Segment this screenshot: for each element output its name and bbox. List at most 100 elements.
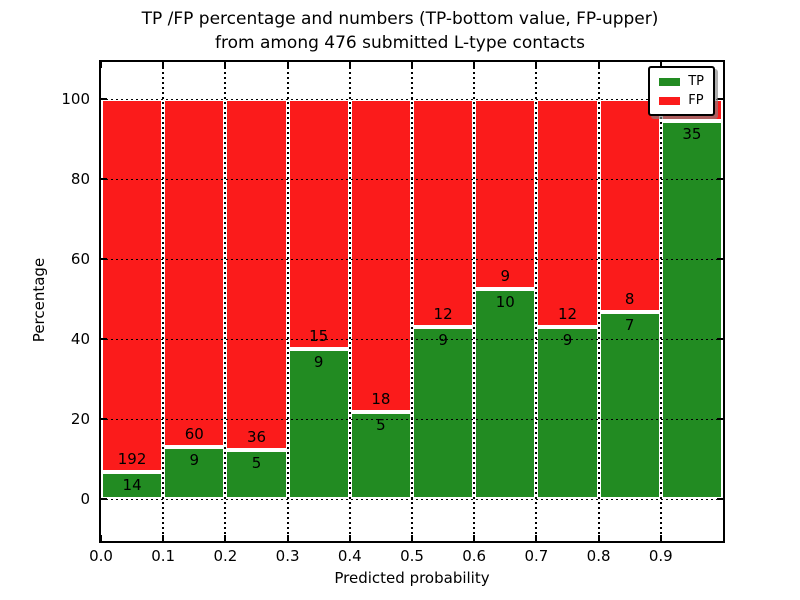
bar-segment-tp — [474, 288, 537, 499]
x-tick-label: 0.9 — [648, 547, 673, 565]
bar-segment-fp — [474, 99, 537, 289]
bar-segment-fp — [536, 99, 599, 328]
legend-item-tp: TP — [659, 75, 704, 88]
x-tick-label: 0.3 — [275, 547, 300, 565]
y-tick-label: 100 — [61, 90, 90, 108]
x-tick — [535, 535, 538, 541]
v-gridline — [535, 62, 538, 541]
bar-count-label-tp: 10 — [495, 292, 515, 311]
bar-segment-fp — [349, 99, 412, 413]
bar-segment-tp — [287, 349, 350, 499]
x-axis-title: Predicted probability — [334, 569, 490, 587]
bar-segment-tp — [598, 312, 661, 499]
y-tick — [101, 338, 107, 340]
legend-swatch-fp-icon — [659, 96, 681, 105]
x-tick — [473, 62, 476, 68]
legend-label-fp: FP — [688, 93, 704, 108]
bar-count-label-tp: 5 — [251, 454, 262, 473]
bar-count-label-fp: 12 — [557, 305, 578, 324]
x-tick-label: 0.1 — [151, 547, 176, 565]
bar-count-label-tp: 9 — [313, 353, 324, 371]
x-tick-label: 0.2 — [213, 547, 238, 565]
bar-segment-fp — [101, 99, 164, 472]
bar-count-label-tp: 7 — [624, 316, 635, 335]
x-tick — [348, 535, 351, 541]
legend-swatch-tp-icon — [659, 77, 681, 86]
bar-count-label-tp: 9 — [189, 451, 200, 469]
bar-segment-tp — [163, 447, 226, 499]
bar-count-label-fp: 9 — [500, 266, 511, 285]
bar-count-label-tp: 14 — [122, 475, 142, 494]
bar-count-label-fp: 60 — [184, 425, 204, 443]
y-tick — [101, 258, 107, 260]
bar-count-label-tp: 35 — [682, 124, 702, 143]
h-gridline — [101, 499, 723, 500]
legend: TP FP — [648, 66, 715, 116]
bar-count-label-fp: 36 — [246, 428, 267, 447]
bar-segment-fp — [412, 99, 475, 328]
y-tick — [101, 178, 107, 180]
x-tick-label: 0.0 — [89, 547, 113, 565]
v-gridline — [473, 62, 476, 541]
y-tick-label: 60 — [70, 250, 90, 268]
bar-segment-tp — [660, 120, 723, 499]
h-gridline — [101, 99, 723, 100]
bar-segment-tp — [536, 327, 599, 499]
chart-title-line2: from among 476 submitted L-type contacts — [214, 33, 585, 53]
x-tick-label: 0.4 — [337, 547, 362, 565]
v-gridline — [348, 62, 351, 541]
v-gridline — [224, 62, 227, 541]
bar-segment-fp — [225, 99, 288, 451]
x-tick — [286, 62, 289, 68]
x-tick-label: 0.5 — [400, 547, 424, 565]
bar-segment-fp — [598, 99, 661, 313]
bar-count-label-tp: 9 — [438, 331, 448, 350]
x-tick — [597, 535, 600, 541]
h-gridline — [101, 339, 723, 340]
x-tick — [411, 62, 413, 68]
y-tick — [101, 418, 107, 420]
chart-title-line1: TP /FP percentage and numbers (TP-bottom… — [141, 9, 659, 29]
x-tick — [224, 535, 227, 541]
bar-segment-tp — [349, 412, 412, 499]
x-tick — [100, 535, 102, 541]
chart-title: TP /FP percentage and numbers (TP-bottom… — [0, 7, 800, 55]
y-tick — [717, 338, 723, 340]
x-tick — [162, 62, 165, 68]
x-tick-label: 0.6 — [462, 547, 487, 565]
bar-segment-fp — [287, 99, 350, 349]
bar-segment-tp — [412, 327, 475, 499]
y-tick — [717, 178, 723, 180]
bar-count-label-fp: 192 — [117, 449, 147, 468]
y-tick — [717, 498, 723, 500]
y-tick-label: 0 — [80, 490, 90, 508]
x-tick — [348, 62, 351, 68]
x-tick — [659, 62, 662, 68]
y-tick — [717, 98, 723, 100]
bar-count-label-tp: 5 — [376, 416, 386, 435]
h-gridline — [101, 419, 723, 420]
v-gridline — [597, 62, 600, 541]
x-tick-label: 0.7 — [524, 547, 549, 565]
legend-item-fp: FP — [659, 94, 704, 107]
bar-count-label-tp: 9 — [562, 331, 573, 350]
x-tick-label: 0.8 — [586, 547, 611, 565]
y-tick — [101, 98, 107, 100]
x-tick — [286, 535, 289, 541]
y-tick — [717, 418, 723, 420]
h-gridline — [101, 259, 723, 260]
bar-segment-fp — [163, 99, 226, 447]
x-tick — [224, 62, 227, 68]
x-tick — [535, 62, 538, 68]
v-gridline — [411, 62, 413, 541]
y-tick-label: 80 — [70, 170, 90, 188]
y-tick-label: 40 — [70, 330, 90, 348]
v-gridline — [286, 62, 289, 541]
bar-segment-tp — [101, 471, 164, 499]
x-tick — [659, 535, 662, 541]
y-tick — [717, 258, 723, 260]
y-tick — [101, 498, 107, 500]
legend-label-tp: TP — [688, 74, 704, 89]
bar-count-label-fp: 18 — [371, 390, 391, 409]
